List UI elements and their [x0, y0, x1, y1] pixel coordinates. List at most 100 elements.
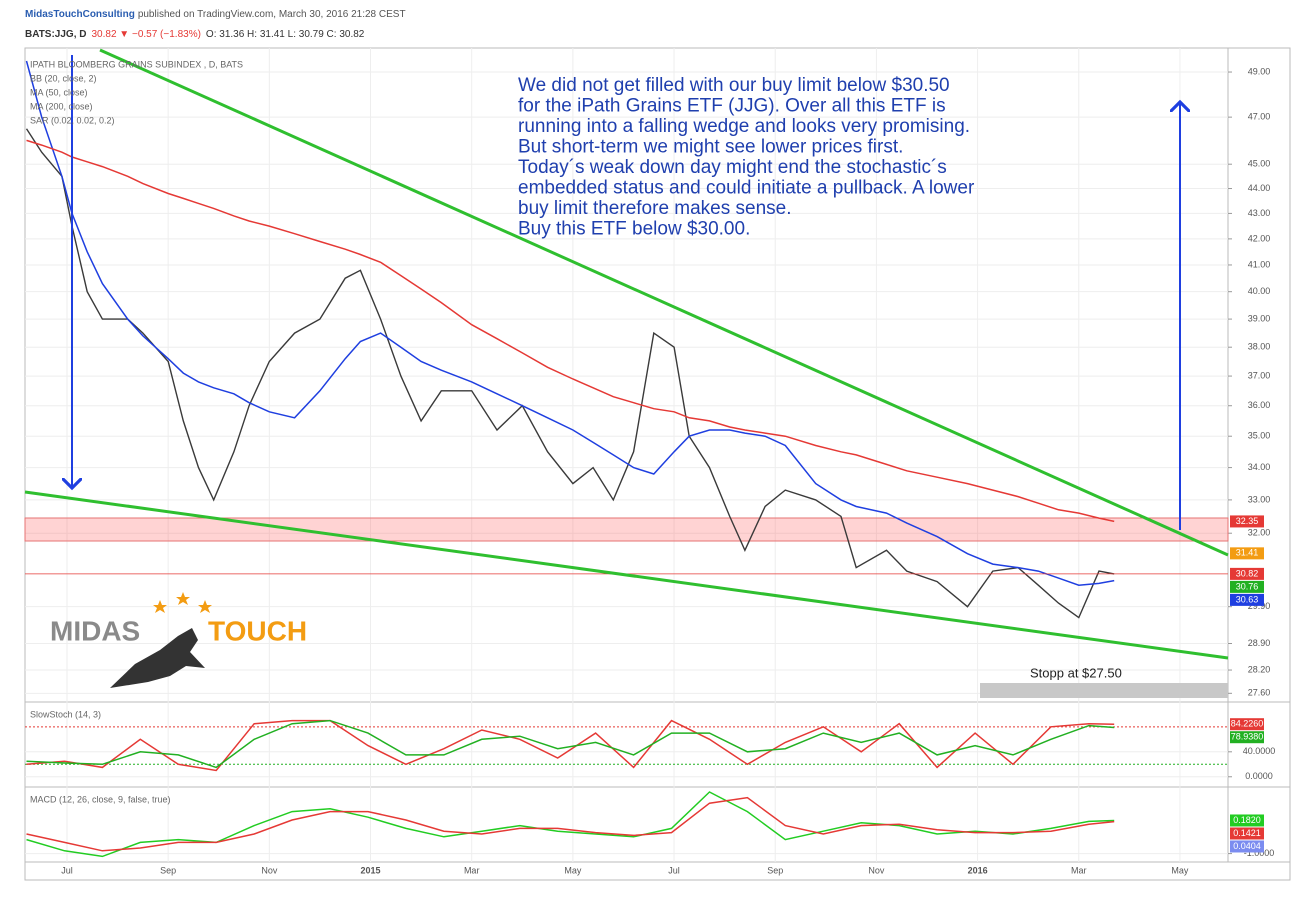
x-tick-label: 2016 — [968, 865, 988, 875]
price-label-box — [1230, 814, 1264, 827]
x-tick-label: Mar — [1071, 865, 1087, 875]
series-line — [25, 60, 1115, 586]
x-tick-label: Nov — [261, 865, 278, 875]
series-line — [26, 796, 1115, 852]
price-label-box — [1230, 547, 1264, 560]
y-tick-label: 0.0000 — [1245, 771, 1273, 781]
x-tick-label: Sep — [767, 865, 783, 875]
price-label-box — [1230, 593, 1264, 606]
y-tick-label: 47.00 — [1248, 112, 1271, 122]
wedge-upper — [99, 48, 1229, 557]
frame — [24, 47, 1291, 881]
y-tick-label: 40.00 — [1248, 286, 1271, 296]
y-tick-label: 27.60 — [1248, 688, 1271, 698]
quote-line: BATS:JJG, D 30.82 ▼ −0.57 (−1.83%) O: 31.3… — [25, 29, 365, 40]
plot — [25, 60, 1228, 858]
y-tick-label: 49.00 — [1248, 66, 1271, 76]
x-tick-label: Sep — [160, 865, 176, 875]
y-tick-label: 37.00 — [1248, 370, 1271, 380]
price-label: 30.63 — [1236, 594, 1259, 604]
annotation: We did not get filled with our buy limit… — [518, 75, 975, 240]
panel-title: IPATH BLOOMBERG GRAINS SUBINDEX , D, BAT… — [30, 59, 243, 69]
y-tick-label: 35.00 — [1248, 431, 1271, 441]
star — [198, 600, 212, 613]
logo-left: MIDAS — [50, 615, 140, 646]
y-tick-label: 34.00 — [1248, 462, 1271, 472]
price-label-box — [1230, 827, 1264, 840]
y-tick-label: 32.00 — [1248, 528, 1271, 538]
annotation-line: running into a falling wedge and looks v… — [518, 116, 970, 137]
bull-icon — [110, 628, 205, 688]
annotation-line: buy limit therefore makes sense. — [518, 198, 792, 219]
symbol: BATS:JJG, D — [25, 29, 87, 40]
legend-entry: SAR (0.02, 0.02, 0.2) — [30, 115, 115, 125]
price-label-box — [1230, 515, 1264, 528]
wedge-lower — [24, 490, 1229, 660]
legend-entry: MA (50, close) — [30, 87, 88, 97]
price-label: 32.35 — [1236, 516, 1259, 526]
x-tick-label: May — [564, 865, 582, 875]
x-tick-label: 2015 — [361, 865, 381, 875]
x-tick-label: Jul — [668, 865, 680, 875]
y-tick-label: 40.0000 — [1243, 746, 1276, 756]
stop-zone — [980, 683, 1228, 698]
panel-title: MACD (12, 26, close, 9, false, true) — [30, 794, 171, 804]
price-label: 78.9380 — [1231, 732, 1264, 742]
price-label-box — [1230, 580, 1264, 593]
star — [153, 600, 167, 613]
y-tick-label: 44.00 — [1248, 183, 1271, 193]
price-label: 30.82 — [1236, 568, 1259, 578]
price-line — [25, 128, 1115, 619]
series-line — [26, 139, 1115, 523]
y-tick-label: 28.90 — [1248, 638, 1271, 648]
header-line: MidasTouchConsulting published on Trading… — [25, 9, 406, 20]
annotation-line: embedded status and could initiate a pul… — [518, 178, 975, 199]
x-tick-label: Mar — [464, 865, 480, 875]
y-tick-label: 36.00 — [1248, 400, 1271, 410]
y-tick-label: 43.00 — [1248, 208, 1271, 218]
y-tick-label: 41.00 — [1248, 259, 1271, 269]
price-label: 84.2260 — [1231, 719, 1264, 729]
logo-right: TOUCH — [208, 615, 307, 646]
y-tick-label: 38.00 — [1248, 342, 1271, 352]
logo: MIDAS TOUCH — [50, 592, 307, 688]
x-tick-label: Jul — [61, 865, 73, 875]
y-tick-label: 45.00 — [1248, 159, 1271, 169]
y-tick-label: 39.00 — [1248, 313, 1271, 323]
grid — [25, 48, 1232, 862]
resistance-zone — [24, 517, 1229, 542]
legend-entry: MA (200, close) — [30, 101, 93, 111]
change: 30.82 ▼ −0.57 (−1.83%) — [92, 29, 201, 40]
annotation-line: for the iPath Grains ETF (JJG). Over all… — [518, 96, 946, 117]
price-label: 0.1820 — [1233, 815, 1261, 825]
author: MidasTouchConsulting — [25, 9, 135, 20]
price-label: 0.1421 — [1233, 828, 1261, 838]
y-tick-label: 29.90 — [1248, 601, 1271, 611]
stop-note: Stopp at $27.50 — [1030, 665, 1122, 680]
published: published on TradingView.com, March 30, … — [138, 9, 406, 20]
annotation-line: We did not get filled with our buy limit… — [518, 75, 950, 96]
annotation-line: But short-term we might see lower prices… — [518, 137, 903, 158]
ohlc: O: 31.36 H: 31.41 L: 30.79 C: 30.82 — [206, 29, 365, 40]
price-label: 0.0404 — [1233, 841, 1261, 851]
price-label-box — [1230, 840, 1264, 853]
y-tick-label: 28.20 — [1248, 664, 1271, 674]
x-tick-label: Nov — [868, 865, 885, 875]
y-tick-label: -1.0000 — [1244, 848, 1275, 858]
star — [176, 592, 190, 605]
price-label: 30.76 — [1236, 581, 1259, 591]
price-label-box — [1230, 718, 1264, 731]
annotation-line: Today´s weak down day might end the stoc… — [518, 157, 947, 178]
series-line — [26, 719, 1115, 769]
price-label-box — [1230, 731, 1264, 744]
annotation-line: Buy this ETF below $30.00. — [518, 219, 750, 240]
legend-entry: BB (20, close, 2) — [30, 73, 97, 83]
panel-title: SlowStoch (14, 3) — [30, 709, 101, 719]
y-tick-label: 42.00 — [1248, 233, 1271, 243]
price-label-box — [1230, 567, 1264, 580]
x-tick-label: May — [1171, 865, 1189, 875]
y-tick-label: 33.00 — [1248, 494, 1271, 504]
price-label: 31.41 — [1236, 548, 1259, 558]
